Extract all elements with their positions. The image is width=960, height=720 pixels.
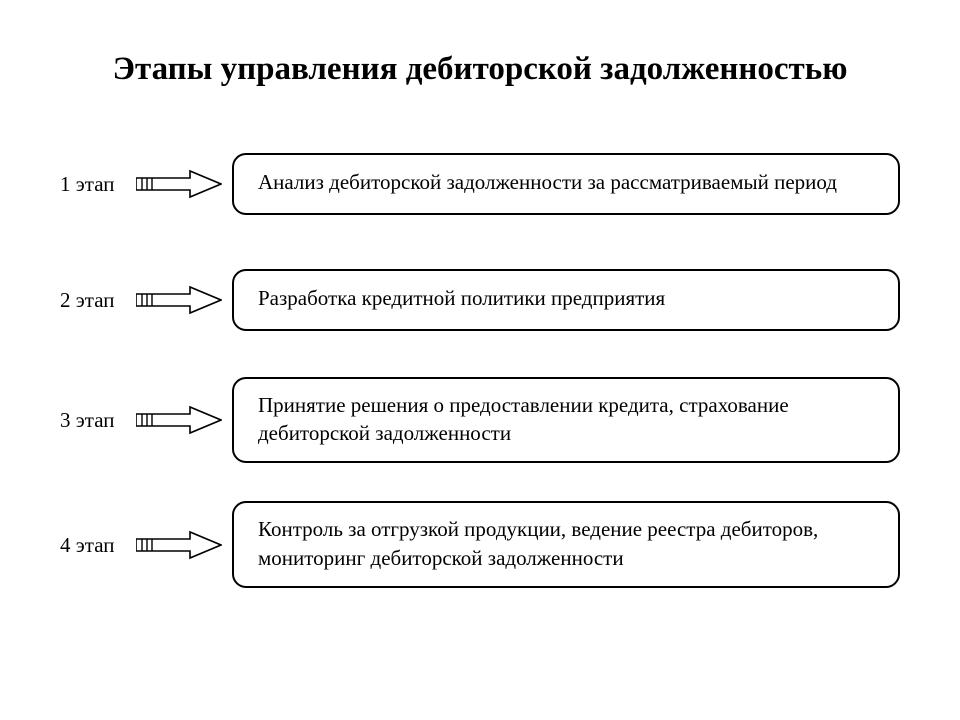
- stage-label: 3 этап: [60, 407, 136, 432]
- stage-text: Разработка кредитной политики предприяти…: [258, 284, 665, 312]
- slide: Этапы управления дебиторской задолженнос…: [0, 0, 960, 720]
- stage-text: Анализ дебиторской задолженности за расс…: [258, 168, 837, 196]
- arrow-right-icon: [136, 405, 222, 435]
- stage-arrow: [136, 169, 232, 199]
- stage-label: 4 этап: [60, 532, 136, 557]
- stage-arrow: [136, 405, 232, 435]
- stage-row: 1 этап Анализ дебиторской задолженности …: [60, 145, 900, 223]
- stage-text: Контроль за отгрузкой продукции, ведение…: [258, 515, 874, 572]
- page-title: Этапы управления дебиторской задолженнос…: [60, 50, 900, 90]
- stage-row: 2 этап Разработка кредитной политики пре…: [60, 261, 900, 339]
- arrow-right-icon: [136, 530, 222, 560]
- stage-row: 3 этап Принятие решения о предоставлении…: [60, 377, 900, 464]
- stage-text: Принятие решения о предоставлении кредит…: [258, 391, 874, 448]
- stage-box: Разработка кредитной политики предприяти…: [232, 269, 900, 331]
- stage-label: 2 этап: [60, 287, 136, 312]
- stage-arrow: [136, 285, 232, 315]
- stage-box: Принятие решения о предоставлении кредит…: [232, 377, 900, 464]
- stage-box: Контроль за отгрузкой продукции, ведение…: [232, 501, 900, 588]
- arrow-right-icon: [136, 169, 222, 199]
- stage-box: Анализ дебиторской задолженности за расс…: [232, 153, 900, 215]
- arrow-right-icon: [136, 285, 222, 315]
- stage-row: 4 этап Контроль за отгрузкой продукции, …: [60, 501, 900, 588]
- stage-arrow: [136, 530, 232, 560]
- stage-label: 1 этап: [60, 171, 136, 196]
- stages-list: 1 этап Анализ дебиторской задолженности …: [60, 145, 900, 588]
